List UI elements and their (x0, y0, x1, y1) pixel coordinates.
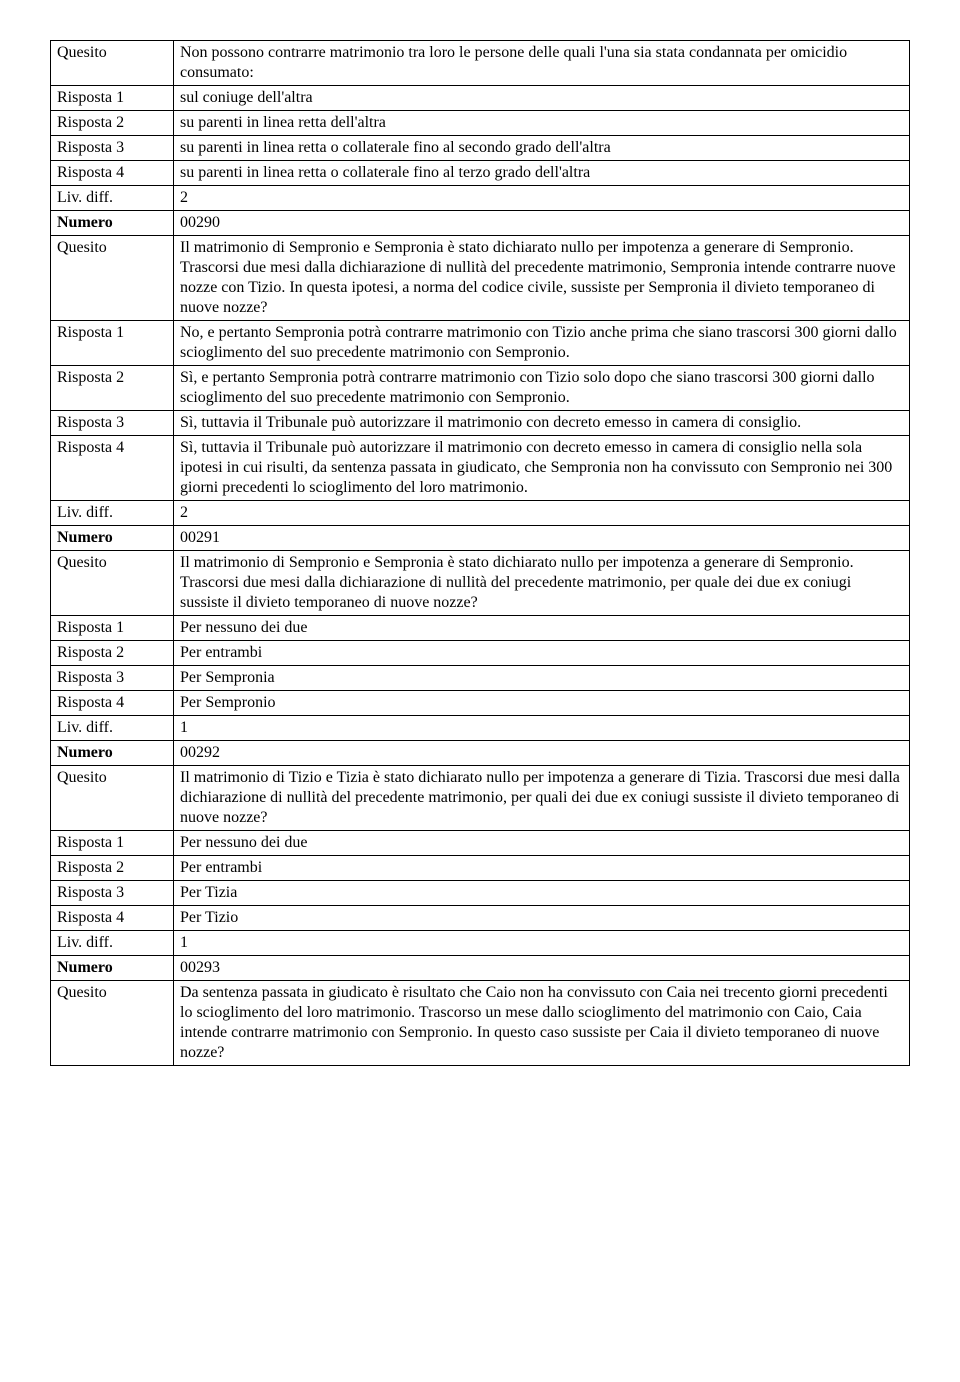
value-quesito-2: Il matrimonio di Sempronio e Sempronia è… (174, 551, 910, 616)
value-livdiff-0: 2 (174, 186, 910, 211)
value-risposta1-0: sul coniuge dell'altra (174, 86, 910, 111)
value-livdiff-2: 1 (174, 716, 910, 741)
value-risposta1-3: Per nessuno dei due (174, 831, 910, 856)
value-quesito-4: Da sentenza passata in giudicato è risul… (174, 981, 910, 1066)
row-numero-0: Numero00290 (51, 211, 910, 236)
value-risposta3-0: su parenti in linea retta o collaterale … (174, 136, 910, 161)
value-risposta2-2: Per entrambi (174, 641, 910, 666)
label-risposta3-1: Risposta 3 (51, 411, 174, 436)
row-risposta1-2: Risposta 1Per nessuno dei due (51, 616, 910, 641)
value-numero-3: 00293 (174, 956, 910, 981)
row-risposta3-3: Risposta 3Per Tizia (51, 881, 910, 906)
label-numero-1: Numero (51, 526, 174, 551)
label-risposta4-3: Risposta 4 (51, 906, 174, 931)
row-livdiff-1: Liv. diff.2 (51, 501, 910, 526)
value-livdiff-1: 2 (174, 501, 910, 526)
row-numero-2: Numero00292 (51, 741, 910, 766)
value-risposta1-2: Per nessuno dei due (174, 616, 910, 641)
label-risposta2-1: Risposta 2 (51, 366, 174, 411)
value-numero-0: 00290 (174, 211, 910, 236)
row-risposta1-1: Risposta 1No, e pertanto Sempronia potrà… (51, 321, 910, 366)
row-risposta1-3: Risposta 1Per nessuno dei due (51, 831, 910, 856)
label-risposta1-0: Risposta 1 (51, 86, 174, 111)
label-risposta2-3: Risposta 2 (51, 856, 174, 881)
row-risposta4-2: Risposta 4Per Sempronio (51, 691, 910, 716)
value-risposta2-1: Sì, e pertanto Sempronia potrà contrarre… (174, 366, 910, 411)
row-quesito-1: QuesitoIl matrimonio di Sempronio e Semp… (51, 236, 910, 321)
value-risposta2-3: Per entrambi (174, 856, 910, 881)
label-risposta4-2: Risposta 4 (51, 691, 174, 716)
label-risposta3-0: Risposta 3 (51, 136, 174, 161)
value-livdiff-3: 1 (174, 931, 910, 956)
row-numero-1: Numero00291 (51, 526, 910, 551)
label-numero-3: Numero (51, 956, 174, 981)
quiz-table: QuesitoNon possono contrarre matrimonio … (50, 40, 910, 1066)
value-risposta4-3: Per Tizio (174, 906, 910, 931)
row-livdiff-0: Liv. diff.2 (51, 186, 910, 211)
value-risposta4-0: su parenti in linea retta o collaterale … (174, 161, 910, 186)
value-risposta2-0: su parenti in linea retta dell'altra (174, 111, 910, 136)
row-livdiff-3: Liv. diff.1 (51, 931, 910, 956)
row-livdiff-2: Liv. diff.1 (51, 716, 910, 741)
value-risposta3-1: Sì, tuttavia il Tribunale può autorizzar… (174, 411, 910, 436)
row-quesito-2: QuesitoIl matrimonio di Sempronio e Semp… (51, 551, 910, 616)
label-quesito-3: Quesito (51, 766, 174, 831)
label-risposta1-3: Risposta 1 (51, 831, 174, 856)
row-quesito-4: QuesitoDa sentenza passata in giudicato … (51, 981, 910, 1066)
value-quesito-3: Il matrimonio di Tizio e Tizia è stato d… (174, 766, 910, 831)
value-risposta4-2: Per Sempronio (174, 691, 910, 716)
row-risposta4-1: Risposta 4Sì, tuttavia il Tribunale può … (51, 436, 910, 501)
label-risposta2-2: Risposta 2 (51, 641, 174, 666)
row-risposta3-2: Risposta 3Per Sempronia (51, 666, 910, 691)
label-risposta3-2: Risposta 3 (51, 666, 174, 691)
label-quesito-0: Quesito (51, 41, 174, 86)
value-risposta3-3: Per Tizia (174, 881, 910, 906)
label-numero-2: Numero (51, 741, 174, 766)
label-livdiff-3: Liv. diff. (51, 931, 174, 956)
value-numero-2: 00292 (174, 741, 910, 766)
label-livdiff-1: Liv. diff. (51, 501, 174, 526)
row-risposta3-0: Risposta 3su parenti in linea retta o co… (51, 136, 910, 161)
row-risposta4-0: Risposta 4su parenti in linea retta o co… (51, 161, 910, 186)
row-risposta1-0: Risposta 1sul coniuge dell'altra (51, 86, 910, 111)
label-risposta4-1: Risposta 4 (51, 436, 174, 501)
row-numero-3: Numero00293 (51, 956, 910, 981)
value-quesito-1: Il matrimonio di Sempronio e Sempronia è… (174, 236, 910, 321)
label-numero-0: Numero (51, 211, 174, 236)
label-quesito-1: Quesito (51, 236, 174, 321)
value-risposta1-1: No, e pertanto Sempronia potrà contrarre… (174, 321, 910, 366)
label-livdiff-0: Liv. diff. (51, 186, 174, 211)
row-risposta3-1: Risposta 3Sì, tuttavia il Tribunale può … (51, 411, 910, 436)
row-risposta2-1: Risposta 2Sì, e pertanto Sempronia potrà… (51, 366, 910, 411)
label-quesito-4: Quesito (51, 981, 174, 1066)
label-risposta1-2: Risposta 1 (51, 616, 174, 641)
row-risposta2-2: Risposta 2Per entrambi (51, 641, 910, 666)
row-quesito-3: QuesitoIl matrimonio di Tizio e Tizia è … (51, 766, 910, 831)
row-risposta2-3: Risposta 2Per entrambi (51, 856, 910, 881)
value-risposta3-2: Per Sempronia (174, 666, 910, 691)
value-risposta4-1: Sì, tuttavia il Tribunale può autorizzar… (174, 436, 910, 501)
row-quesito-0: QuesitoNon possono contrarre matrimonio … (51, 41, 910, 86)
label-quesito-2: Quesito (51, 551, 174, 616)
label-risposta4-0: Risposta 4 (51, 161, 174, 186)
row-risposta2-0: Risposta 2su parenti in linea retta dell… (51, 111, 910, 136)
row-risposta4-3: Risposta 4Per Tizio (51, 906, 910, 931)
value-numero-1: 00291 (174, 526, 910, 551)
label-risposta1-1: Risposta 1 (51, 321, 174, 366)
label-livdiff-2: Liv. diff. (51, 716, 174, 741)
label-risposta3-3: Risposta 3 (51, 881, 174, 906)
label-risposta2-0: Risposta 2 (51, 111, 174, 136)
value-quesito-0: Non possono contrarre matrimonio tra lor… (174, 41, 910, 86)
